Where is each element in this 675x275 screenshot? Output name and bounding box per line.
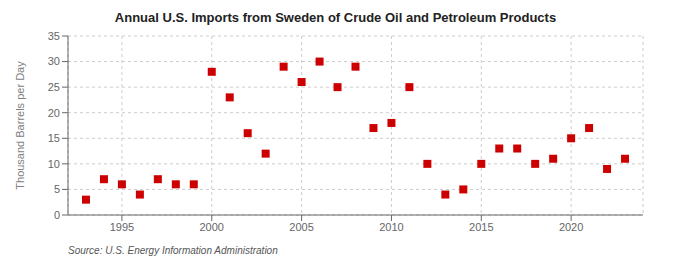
svg-text:25: 25	[48, 81, 60, 93]
svg-text:35: 35	[48, 30, 60, 42]
svg-text:0: 0	[54, 209, 60, 221]
html-text:Annual U.S. Imports from Swede: Annual U.S. Imports from Sweden of Crude…	[114, 10, 557, 25]
svg-text:2020: 2020	[559, 221, 583, 233]
svg-text:20: 20	[48, 107, 60, 119]
svg-text:2000: 2000	[200, 221, 224, 233]
svg-text:2015: 2015	[469, 221, 493, 233]
svg-text:1995: 1995	[110, 221, 134, 233]
svg-text:2005: 2005	[289, 221, 313, 233]
html-text:Source: U.S. Energy Informatio: Source: U.S. Energy Information Administ…	[68, 245, 278, 256]
svg-text:15: 15	[48, 132, 60, 144]
svg-text:5: 5	[54, 183, 60, 195]
svg-text:30: 30	[48, 55, 60, 67]
svg-text:2010: 2010	[379, 221, 403, 233]
svg-text:10: 10	[48, 158, 60, 170]
svg-text:Thousand Barrels per Day: Thousand Barrels per Day	[14, 61, 26, 190]
